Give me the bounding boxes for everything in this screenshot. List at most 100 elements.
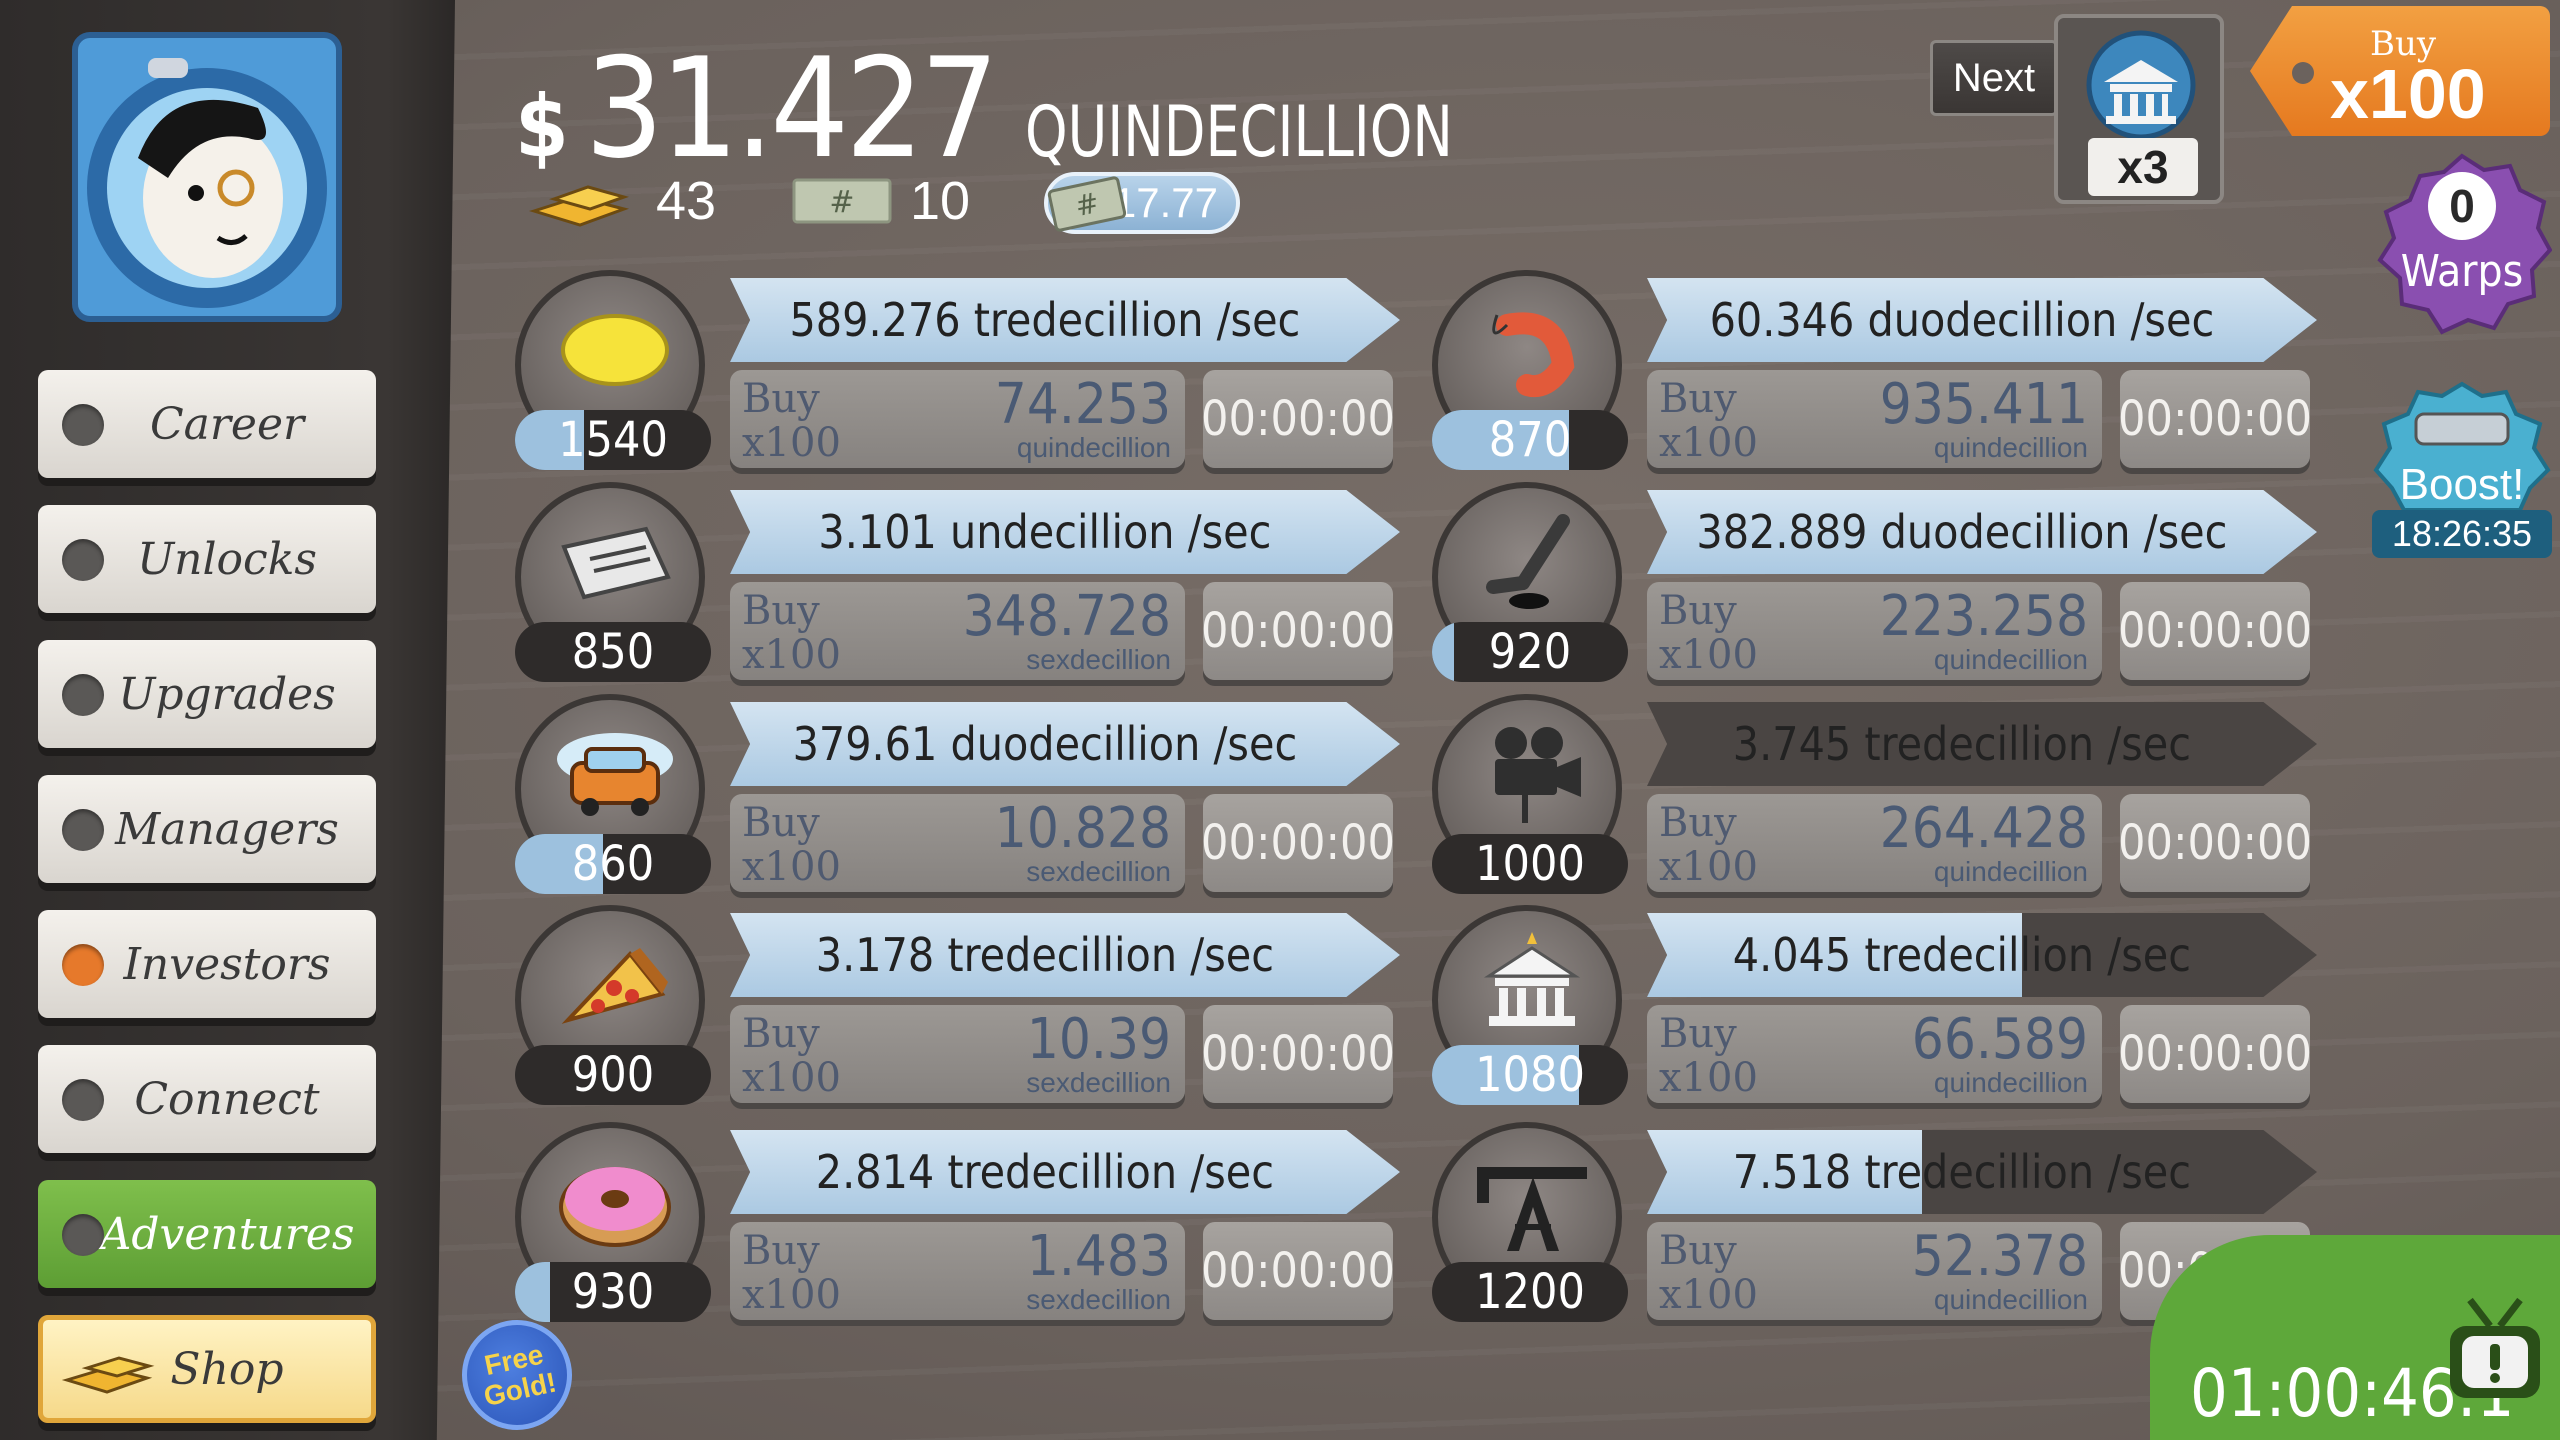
- business-row-bank: 1080 4.045 tredecillion /sec Buy x100 66…: [1432, 905, 2332, 1105]
- buy-button[interactable]: Buy x100 1.483 sexdecillion: [730, 1222, 1185, 1320]
- buy-button[interactable]: Buy x100 66.589 quindecillion: [1647, 1005, 2102, 1103]
- warps-label: Warps: [2400, 246, 2524, 297]
- business-timer: 00:00:00: [1201, 582, 1395, 680]
- status-dot: [62, 1079, 104, 1121]
- buy-cost-unit: quindecillion: [1016, 432, 1171, 463]
- buy-label: Buy: [742, 800, 820, 846]
- business-timer: 00:00:00: [1201, 794, 1395, 892]
- gold-bars-icon: [61, 1356, 155, 1394]
- nav-label: Managers: [115, 803, 339, 855]
- buy-quantity: x100: [742, 1272, 841, 1318]
- donut-icon: [559, 1167, 671, 1247]
- buy-button[interactable]: Buy x100 10.39 sexdecillion: [730, 1005, 1185, 1103]
- buy-cost: 10.39: [1026, 1007, 1171, 1072]
- connect-button[interactable]: Connect: [38, 1045, 376, 1153]
- business-count: 850: [515, 622, 711, 682]
- business-timer: 00:00:00: [1201, 370, 1395, 468]
- business-row-oil: 1200 7.518 tredecillion /sec Buy x100 52…: [1432, 1122, 2332, 1322]
- business-rate-bar[interactable]: 4.045 tredecillion /sec: [1647, 913, 2317, 997]
- managers-button[interactable]: Managers: [38, 775, 376, 883]
- warps-button[interactable]: 0 Warps: [2372, 150, 2552, 340]
- boost-button[interactable]: Boost! 18:26:35: [2370, 380, 2554, 560]
- unlocks-button[interactable]: Unlocks: [38, 505, 376, 613]
- business-rate: 7.518 tredecillion /sec: [1732, 1145, 2191, 1199]
- boost-timer: 18:26:35: [2372, 510, 2552, 558]
- business-rate-bar[interactable]: 60.346 duodecillion /sec: [1647, 278, 2317, 362]
- tv-alert-icon: [2450, 1297, 2540, 1398]
- buy-cost-unit: sexdecillion: [1026, 1284, 1171, 1315]
- nav-label: Upgrades: [118, 668, 336, 720]
- buy-label: Buy: [1659, 1228, 1737, 1274]
- next-milestone-badge[interactable]: x3: [2054, 14, 2224, 204]
- status-dot: [62, 809, 104, 851]
- free-gold-button[interactable]: Free Gold!: [451, 1309, 583, 1440]
- buy-button[interactable]: Buy x100 74.253 quindecillion: [730, 370, 1185, 468]
- buy-quantity: x100: [742, 1055, 841, 1101]
- business-rate: 3.101 undecillion /sec: [818, 505, 1272, 559]
- upgrades-button[interactable]: Upgrades: [38, 640, 376, 748]
- status-dot: [62, 674, 104, 716]
- investors-button[interactable]: Investors: [38, 910, 376, 1018]
- buy-quantity: x100: [742, 420, 841, 466]
- buy-button[interactable]: Buy x100 264.428 quindecillion: [1647, 794, 2102, 892]
- business-timer: 00:00:00: [2118, 582, 2312, 680]
- business-count: 930: [515, 1262, 711, 1322]
- business-rate: 60.346 duodecillion /sec: [1709, 293, 2215, 347]
- business-rate: 3.745 tredecillion /sec: [1732, 717, 2191, 771]
- buy-cost-unit: sexdecillion: [1026, 856, 1171, 887]
- business-rate-bar[interactable]: 382.889 duodecillion /sec: [1647, 490, 2317, 574]
- milestone-multiplier: x3: [2088, 138, 2198, 196]
- buy-cost: 10.828: [994, 796, 1171, 861]
- buy-cost: 223.258: [1879, 584, 2088, 649]
- bank-icon: [1483, 932, 1581, 1026]
- buy-cost: 66.589: [1911, 1007, 2088, 1072]
- business-rate: 4.045 tredecillion /sec: [1732, 928, 2191, 982]
- buy-cost-unit: quindecillion: [1933, 644, 2088, 675]
- hockey-icon: [1486, 514, 1570, 609]
- business-rate-bar[interactable]: 3.101 undecillion /sec: [730, 490, 1400, 574]
- megabucks-icon: #: [1047, 176, 1127, 232]
- buy-quantity: x100: [1659, 844, 1758, 890]
- business-count: 870: [1432, 410, 1628, 470]
- avatar[interactable]: [72, 32, 342, 322]
- buy-label: Buy: [742, 1011, 820, 1057]
- buy-label: Buy: [742, 376, 820, 422]
- buy-quantity: x100: [1659, 632, 1758, 678]
- shop-button[interactable]: Shop: [38, 1315, 376, 1423]
- buy-cost-unit: sexdecillion: [1026, 644, 1171, 675]
- business-count: 900: [515, 1045, 711, 1105]
- buy-button[interactable]: Buy x100 52.378 quindecillion: [1647, 1222, 2102, 1320]
- business-rate-bar[interactable]: 379.61 duodecillion /sec: [730, 702, 1400, 786]
- business-rate-bar[interactable]: 3.178 tredecillion /sec: [730, 913, 1400, 997]
- business-rate: 589.276 tredecillion /sec: [789, 293, 1301, 347]
- bank-icon: [2086, 30, 2196, 140]
- buy-cost: 935.411: [1879, 372, 2088, 437]
- buy-cost-unit: quindecillion: [1933, 432, 2088, 463]
- business-rate: 3.178 tredecillion /sec: [815, 928, 1274, 982]
- business-timer: 00:00:00: [2118, 1005, 2312, 1103]
- buy-quantity: x100: [1659, 1055, 1758, 1101]
- adventures-button[interactable]: Adventures: [38, 1180, 376, 1288]
- buy-button[interactable]: Buy x100 935.411 quindecillion: [1647, 370, 2102, 468]
- business-rate-bar[interactable]: 589.276 tredecillion /sec: [730, 278, 1400, 362]
- buy-button[interactable]: Buy x100 10.828 sexdecillion: [730, 794, 1185, 892]
- next-label: Next: [1952, 55, 2036, 100]
- newspaper-icon: [561, 526, 671, 600]
- car-wash-icon: [557, 733, 673, 816]
- event-corner-button[interactable]: 01:00:46:1: [2150, 1235, 2560, 1440]
- business-row-pizza: 900 3.178 tredecillion /sec Buy x100 10.…: [515, 905, 1415, 1105]
- buy-button[interactable]: Buy x100 223.258 quindecillion: [1647, 582, 2102, 680]
- svg-text:#: #: [829, 185, 854, 220]
- business-rate-bar[interactable]: 7.518 tredecillion /sec: [1647, 1130, 2317, 1214]
- buy-mode-line2: x100: [2330, 55, 2486, 133]
- business-rate-bar[interactable]: 3.745 tredecillion /sec: [1647, 702, 2317, 786]
- next-milestone-button[interactable]: Next: [1930, 40, 2058, 116]
- career-button[interactable]: Career: [38, 370, 376, 478]
- buy-button[interactable]: Buy x100 348.728 sexdecillion: [730, 582, 1185, 680]
- buy-quantity-toggle[interactable]: Buy x100: [2250, 6, 2550, 136]
- business-row-car-wash: 860 379.61 duodecillion /sec Buy x100 10…: [515, 694, 1415, 894]
- buy-label: Buy: [1659, 800, 1737, 846]
- business-rate-bar[interactable]: 2.814 tredecillion /sec: [730, 1130, 1400, 1214]
- astronaut-portrait-icon: [87, 58, 327, 308]
- business-timer: 00:00:00: [2118, 370, 2312, 468]
